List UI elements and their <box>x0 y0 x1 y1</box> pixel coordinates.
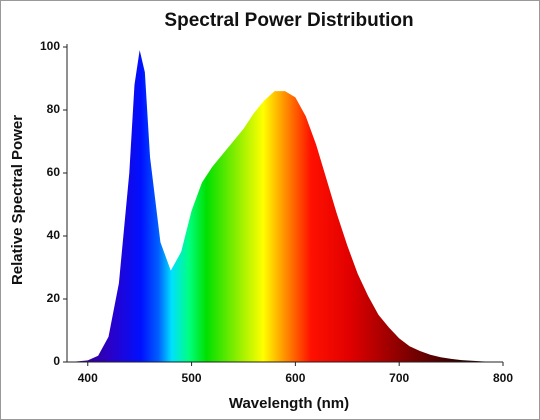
y-axis-title: Relative Spectral Power <box>9 115 26 285</box>
spectrum-area <box>67 50 503 363</box>
x-tick-label: 700 <box>389 371 409 385</box>
y-tick-label: 100 <box>40 39 60 53</box>
y-tick-label: 60 <box>47 165 61 179</box>
x-axis-title: Wavelength (nm) <box>229 395 349 412</box>
x-tick-label: 500 <box>182 371 202 385</box>
y-tick-label: 80 <box>47 102 61 116</box>
y-tick-label: 20 <box>47 291 61 305</box>
y-tick-label: 0 <box>53 354 60 368</box>
x-tick-label: 400 <box>78 371 98 385</box>
chart-title: Spectral Power Distribution <box>164 10 413 31</box>
x-tick-label: 600 <box>285 371 305 385</box>
x-tick-label: 800 <box>493 371 513 385</box>
y-tick-label: 40 <box>47 228 61 242</box>
